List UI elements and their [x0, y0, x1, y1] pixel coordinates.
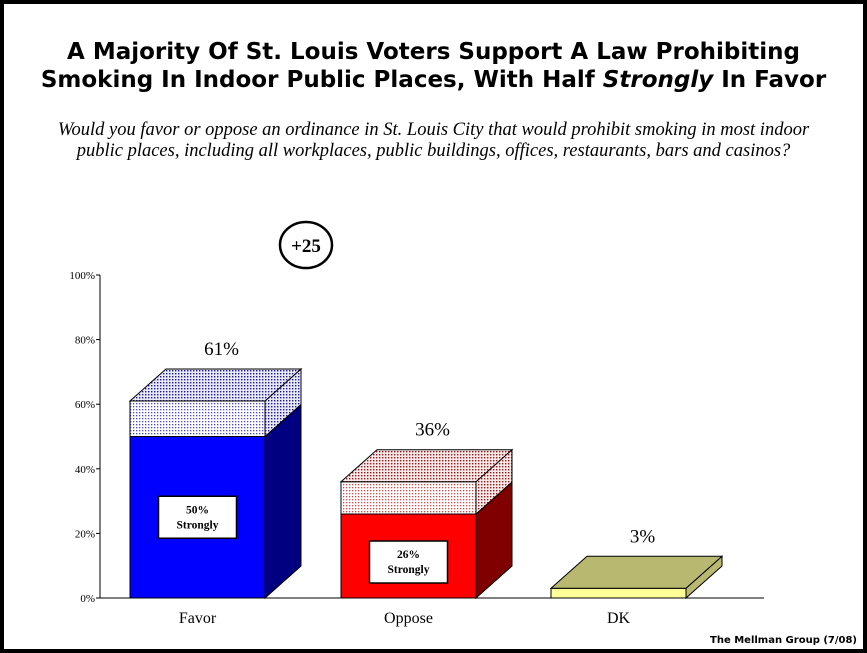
- y-tick-label: 0%: [80, 593, 95, 605]
- footer-credit: The Mellman Group (7/08): [710, 635, 857, 646]
- strongly-label-text: Strongly: [388, 564, 430, 576]
- net-badge: +25: [278, 220, 334, 270]
- y-tick-label: 20%: [75, 528, 95, 540]
- bar-somewhat-favor-front: [129, 400, 266, 437]
- value-label-oppose: 36%: [415, 420, 450, 441]
- y-tick-label: 40%: [75, 464, 95, 476]
- bar-somewhat-oppose-top: [339, 449, 514, 483]
- strongly-label-text: 50%: [186, 504, 209, 516]
- bar-strongly-favor-side: [264, 403, 302, 600]
- category-label-dk: DK: [607, 610, 631, 627]
- value-label-dk: 3%: [630, 526, 656, 547]
- survey-question: Would you favor or oppose an ordinance i…: [57, 120, 810, 161]
- title-line-2-post: In Favor: [713, 67, 827, 93]
- category-label-oppose: Oppose: [384, 610, 433, 627]
- strongly-label-text: Strongly: [177, 519, 219, 531]
- chart-title: A Majority Of St. Louis Voters Support A…: [4, 38, 863, 94]
- strongly-label-box: [368, 540, 449, 584]
- title-line-2-pre: Smoking In Indoor Public Places, With Ha…: [40, 67, 603, 93]
- strongly-label-box: [157, 495, 238, 539]
- y-tick-label: 100%: [69, 270, 95, 282]
- title-line-2: Smoking In Indoor Public Places, With Ha…: [4, 66, 863, 94]
- net-badge-circle: [278, 220, 334, 270]
- title-emphasis: Strongly: [602, 67, 714, 93]
- bar-chart: 0% 20% 40% 60% 80% 100% 50% Strongly 61% Favor 26…: [69, 220, 764, 627]
- bar-somewhat-favor-top: [128, 368, 303, 402]
- slide: A Majority Of St. Louis Voters Support A…: [4, 4, 863, 649]
- category-label-favor: Favor: [179, 610, 217, 627]
- y-tick-label: 60%: [75, 399, 95, 411]
- title-line-1: A Majority Of St. Louis Voters Support A…: [67, 39, 800, 65]
- value-label-favor: 61%: [204, 339, 239, 360]
- y-tick-label: 80%: [75, 335, 95, 347]
- net-badge-label: +25: [291, 236, 321, 257]
- strongly-label-text: 26%: [397, 549, 420, 561]
- bar-dk-front: [550, 587, 687, 599]
- bar-dk-top: [549, 555, 724, 589]
- bar-somewhat-oppose-front: [340, 481, 477, 515]
